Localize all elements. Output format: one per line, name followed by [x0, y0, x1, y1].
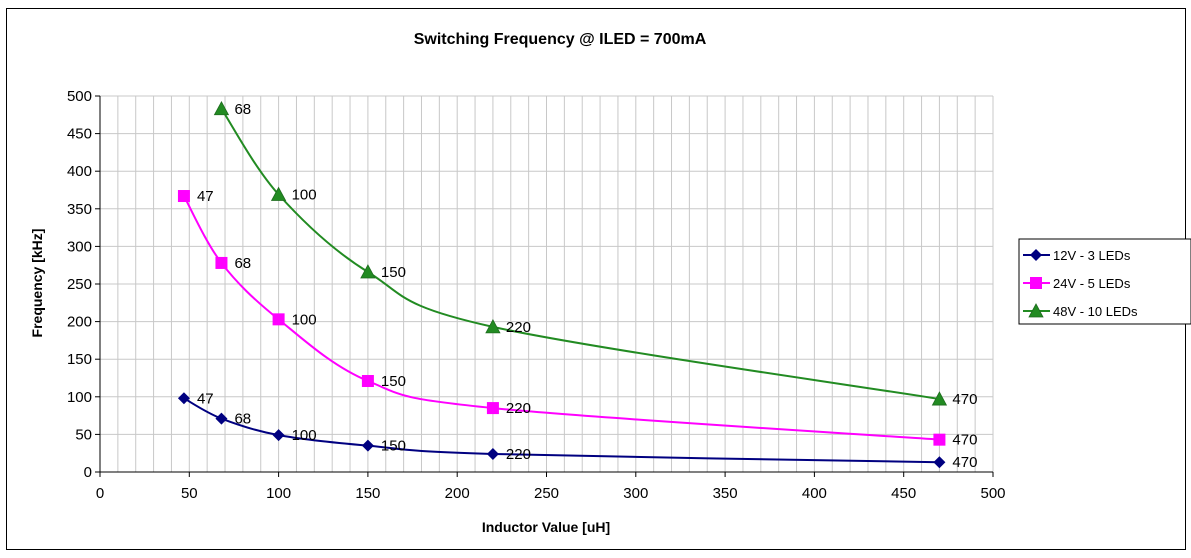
data-label: 220	[506, 446, 531, 463]
y-tick-label: 500	[67, 88, 92, 105]
y-axis-title: Frequency [kHz]	[29, 229, 45, 338]
y-tick-label: 50	[75, 426, 92, 443]
y-tick-label: 100	[67, 389, 92, 406]
legend: 12V - 3 LEDs 24V - 5 LEDs 48V - 10 LEDs	[1018, 238, 1191, 325]
data-point-marker	[933, 433, 946, 446]
series-3: 68 100 150 220 470	[213, 100, 977, 408]
data-point-marker	[270, 186, 287, 201]
y-tick-label: 0	[84, 464, 92, 481]
legend-box	[1018, 238, 1191, 325]
data-point-marker	[486, 447, 499, 460]
data-label: 68	[234, 255, 251, 272]
data-point-marker	[361, 439, 374, 452]
data-label: 470	[952, 454, 977, 471]
data-label: 47	[197, 390, 214, 407]
y-tick-label: 150	[67, 351, 92, 368]
legend-marker	[1030, 277, 1042, 289]
data-point-marker	[215, 412, 228, 425]
data-point-marker	[213, 100, 230, 116]
data-point-marker	[272, 313, 285, 326]
data-label: 220	[506, 319, 531, 336]
y-tick-labels: 0 50 100 150 200 250 300 350 400 450 500	[67, 88, 92, 481]
y-tick-label: 250	[67, 276, 92, 293]
y-tick-label: 300	[67, 238, 92, 255]
data-point-marker	[486, 402, 499, 415]
x-tick-label: 500	[980, 485, 1005, 502]
data-label: 100	[292, 187, 317, 204]
data-label: 150	[381, 264, 406, 281]
axes	[95, 95, 994, 477]
data-label: 100	[292, 311, 317, 328]
data-point-marker	[485, 319, 501, 334]
data-point-marker	[177, 392, 190, 405]
x-tick-label: 50	[181, 485, 198, 502]
data-label: 68	[234, 101, 251, 118]
legend-entry-label: 24V - 5 LEDs	[1053, 276, 1131, 291]
legend-marker	[1028, 303, 1044, 318]
x-tick-label: 400	[802, 485, 827, 502]
y-tick-label: 350	[67, 201, 92, 218]
data-point-marker	[360, 264, 376, 279]
x-tick-label: 300	[623, 485, 648, 502]
x-tick-label: 0	[96, 485, 104, 502]
legend-entry-label: 12V - 3 LEDs	[1053, 248, 1131, 263]
data-point-marker	[272, 429, 285, 442]
y-tick-label: 200	[67, 314, 92, 331]
data-label: 68	[234, 411, 251, 428]
chart-frame	[6, 8, 1186, 550]
y-tick-label: 400	[67, 163, 92, 180]
data-label: 470	[952, 432, 977, 449]
data-label: 220	[506, 400, 531, 417]
chart-title: Switching Frequency @ ILED = 700mA	[414, 31, 707, 48]
x-tick-labels: 0 50 100 150 200 250 300 350 400 450 500	[96, 485, 1006, 502]
grid	[100, 95, 994, 472]
x-tick-label: 100	[266, 485, 291, 502]
data-label: 150	[381, 438, 406, 455]
data-point-marker	[215, 256, 228, 269]
x-tick-label: 450	[891, 485, 916, 502]
data-point-marker	[931, 391, 948, 406]
data-label: 100	[292, 427, 317, 444]
legend-entry-label: 48V - 10 LEDs	[1053, 304, 1138, 319]
data-label: 47	[197, 188, 214, 205]
series-2: 47 68 100 150 220 470	[177, 188, 977, 449]
legend-marker	[1030, 249, 1042, 261]
data-point-marker	[933, 456, 946, 469]
data-label: 150	[381, 373, 406, 390]
x-tick-label: 350	[713, 485, 738, 502]
data-point-marker	[177, 190, 190, 203]
x-tick-label: 200	[445, 485, 470, 502]
y-tick-label: 450	[67, 126, 92, 143]
x-tick-label: 250	[534, 485, 559, 502]
data-point-marker	[361, 375, 374, 388]
x-axis-title: Inductor Value [uH]	[482, 519, 610, 535]
series-line	[220, 108, 940, 401]
data-label: 470	[952, 391, 977, 408]
series-1: 47 68 100 150 220 470	[177, 390, 977, 471]
series-layer: 47 68 100 150 220 470 47 68 100 150 220 470 68 100 150…	[177, 100, 977, 471]
x-tick-label: 150	[355, 485, 380, 502]
